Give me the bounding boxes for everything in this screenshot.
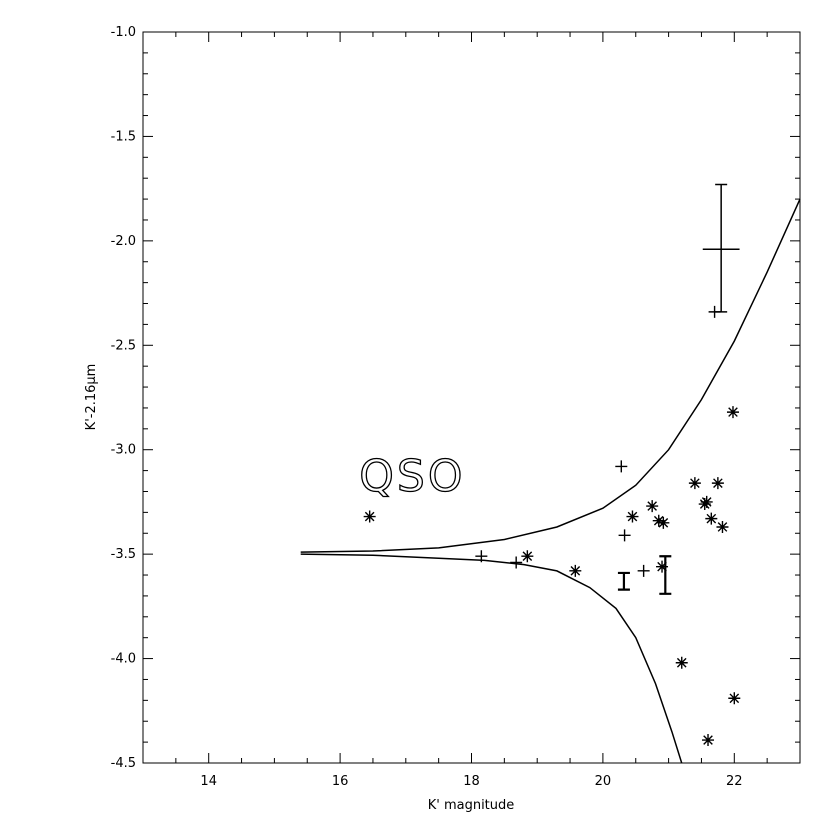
asterisk-point [646, 500, 659, 513]
asterisk-point [728, 692, 741, 705]
qso-annotation: QSO [359, 451, 465, 502]
plus-point [615, 460, 628, 473]
x-tick-label: 16 [332, 774, 349, 789]
asterisk-point [711, 477, 724, 490]
y-tick-label: -3.0 [111, 443, 136, 458]
asterisk-point [716, 520, 729, 533]
asterisk-point [363, 510, 376, 523]
y-tick-label: -2.0 [111, 234, 136, 249]
plus-point [618, 529, 631, 542]
asterisk-point [657, 516, 670, 529]
asterisk-point [656, 560, 669, 573]
y-tick-label: -3.5 [111, 547, 136, 562]
axis-ticks: 14 16 18 20 22 -1.0 -1.5 -2.0 -2.5 -3.0 -3.5 -4.0 -4… [111, 25, 801, 789]
x-axis-label: K' magnitude [428, 798, 515, 813]
asterisk-point [705, 512, 718, 525]
asterisk-point [521, 550, 534, 563]
envelope-curve [300, 553, 683, 764]
asterisk-point [569, 564, 582, 577]
asterisk-point [726, 406, 739, 419]
x-tick-label: 18 [463, 774, 480, 789]
y-tick-label: -2.5 [111, 338, 136, 353]
asterisk-point [700, 495, 713, 508]
error-bar [617, 571, 630, 591]
x-tick-label: 14 [200, 774, 217, 789]
plot-frame [142, 31, 801, 764]
y-tick-label: -4.0 [111, 652, 136, 667]
asterisk-point [688, 477, 701, 490]
plus-point [510, 556, 523, 569]
plus-point [475, 550, 488, 563]
y-tick-label: -1.5 [111, 129, 136, 144]
y-tick-label: -4.5 [111, 756, 136, 771]
data-points [363, 305, 741, 747]
plus-point [637, 564, 650, 577]
error-bars [617, 183, 740, 595]
y-axis-label: K'-2.16μm [84, 364, 99, 431]
error-bar [702, 183, 740, 313]
asterisk-point [675, 656, 688, 669]
asterisk-point [626, 510, 639, 523]
x-tick-label: 20 [595, 774, 612, 789]
error-bar [659, 555, 672, 595]
x-tick-label: 22 [726, 774, 743, 789]
y-tick-label: -1.0 [111, 25, 136, 40]
envelope-curves [300, 198, 801, 764]
envelope-curve [300, 198, 801, 553]
asterisk-point [652, 514, 665, 527]
asterisk-point [702, 734, 715, 747]
